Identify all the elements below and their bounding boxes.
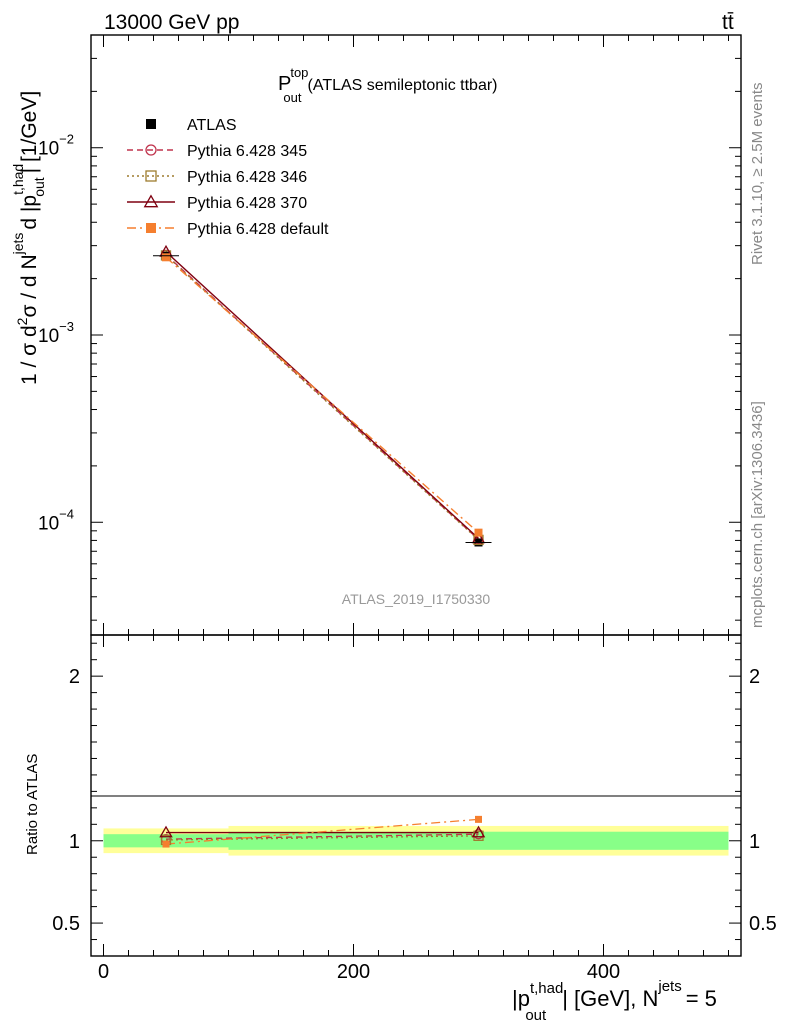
- y-tick-label: 10−4: [38, 506, 74, 534]
- ratio-y-axis-title: Ratio to ATLAS: [24, 754, 41, 855]
- legend-label: Pythia 6.428 370: [187, 195, 307, 212]
- ratio-series-markers: [159, 815, 486, 848]
- data-point: [162, 253, 170, 262]
- ratio-y-tick-label: 1: [69, 831, 80, 853]
- main-series-lines: [165, 251, 479, 541]
- series-line: [165, 254, 479, 541]
- legend-label: Pythia 6.428 345: [187, 143, 307, 160]
- legend-entry: ATLAS: [146, 117, 237, 134]
- data-point: [474, 528, 483, 537]
- legend-entry: Pythia 6.428 346: [127, 169, 307, 186]
- legend-marker: [145, 170, 157, 182]
- ratio-data-point: [159, 825, 173, 838]
- ratio-series-line: [165, 835, 479, 841]
- header-process: tt̄: [722, 11, 734, 34]
- mcplots-label: mcplots.cern.ch [arXiv:1306.3436]: [749, 401, 766, 628]
- legend: ATLAS Pythia 6.428 345 Pythia 6.428 346 Pyt…: [127, 117, 329, 238]
- chart-title: Ptop out(ATLAS semileptonic ttbar): [278, 65, 498, 105]
- ratio-series-lines: [165, 818, 479, 845]
- legend-marker: [145, 144, 157, 156]
- ratio-axis-ticks: 0 200 400 0.5 0.5 1 1 2 2: [52, 635, 777, 983]
- x-tick-label: 0: [98, 961, 109, 983]
- ratio-data-point: [475, 815, 482, 823]
- header-energy: 13000 GeV pp: [104, 11, 239, 34]
- ratio-series-line: [165, 833, 479, 840]
- series-line: [165, 256, 479, 534]
- ratio-y-tick-label: 0.5: [52, 913, 80, 935]
- ratio-y-tick-label-right: 2: [749, 666, 760, 688]
- main-panel: 10−4 10−3 10−2 Ptop out(ATLAS semileptonic …: [10, 34, 742, 636]
- rivet-label: Rivet 3.1.10, ≥ 2.5M events: [749, 83, 766, 266]
- ratio-uncertainty-bands: [103, 825, 729, 856]
- y-tick-label: 10−2: [38, 132, 74, 160]
- ratio-data-point: [162, 840, 170, 848]
- main-y-axis-title: 1 / σ d2σ / d Njetsd |pt,had out| [1/GeV]: [10, 91, 47, 385]
- ratio-panel: 0 200 400 0.5 0.5 1 1 2 2 Ratio to ATLAS |pt,had…: [24, 634, 777, 1024]
- ratio-y-tick-label: 2: [69, 666, 80, 688]
- legend-entry: Pythia 6.428 345: [127, 143, 307, 160]
- legend-entry: Pythia 6.428 default: [127, 221, 329, 238]
- legend-label: Pythia 6.428 default: [187, 221, 329, 238]
- legend-label: ATLAS: [187, 117, 237, 134]
- legend-marker: [146, 223, 156, 233]
- legend-label: Pythia 6.428 346: [187, 169, 307, 186]
- legend-entry: Pythia 6.428 370: [127, 194, 307, 212]
- ratio-series-line: [165, 818, 479, 845]
- legend-marker: [143, 194, 159, 208]
- x-tick-label: 200: [337, 961, 370, 983]
- main-series-markers: [153, 244, 492, 547]
- ratio-data-point: [471, 825, 486, 838]
- legend-marker: [146, 119, 156, 129]
- ratio-frame: [90, 634, 742, 957]
- ratio-y-tick-label-right: 1: [749, 831, 760, 853]
- y-tick-label: 10−3: [38, 319, 74, 347]
- ratio-y-tick-label-right: 0.5: [749, 913, 777, 935]
- analysis-watermark: ATLAS_2019_I1750330: [342, 591, 491, 607]
- x-tick-label: 400: [587, 961, 620, 983]
- main-axis-ticks: 10−4 10−3 10−2: [38, 34, 741, 635]
- series-line: [165, 251, 479, 539]
- x-axis-title: |pt,had out| [GeV], Njets = 5: [512, 978, 717, 1024]
